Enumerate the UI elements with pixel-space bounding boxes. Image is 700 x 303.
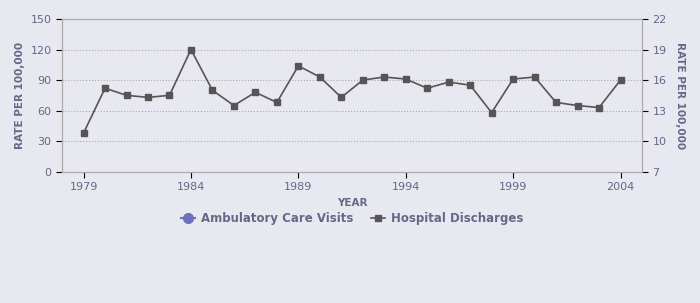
X-axis label: YEAR: YEAR: [337, 198, 368, 208]
Legend: Ambulatory Care Visits, Hospital Discharges: Ambulatory Care Visits, Hospital Dischar…: [176, 208, 528, 230]
Y-axis label: RATE PER 100,000: RATE PER 100,000: [15, 42, 25, 149]
Y-axis label: RATE PER 100,000: RATE PER 100,000: [675, 42, 685, 149]
